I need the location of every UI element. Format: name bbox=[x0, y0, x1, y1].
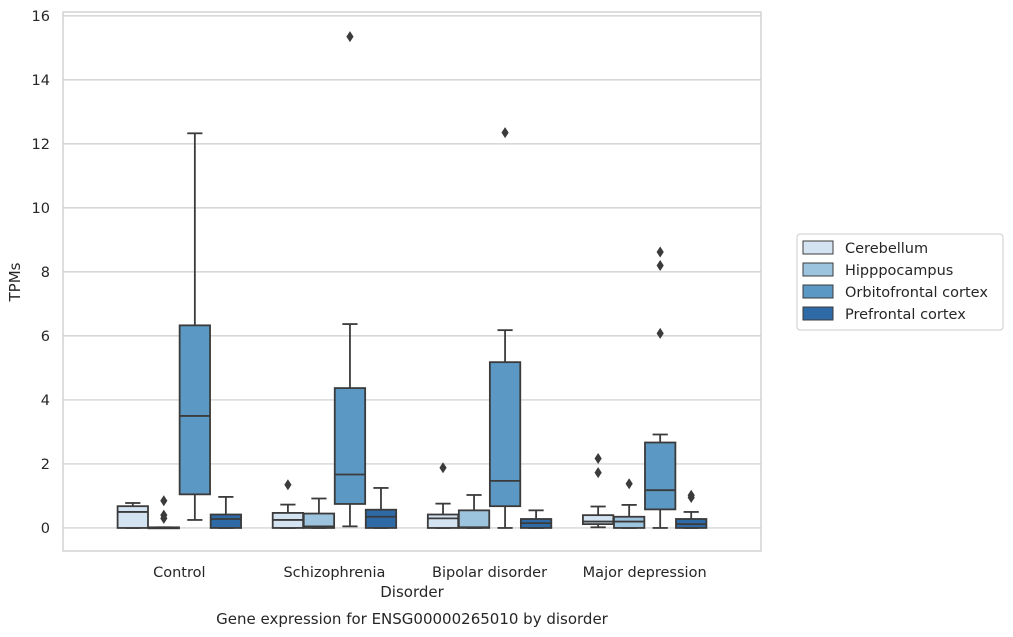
outlier-point bbox=[594, 452, 602, 464]
outlier-point bbox=[501, 127, 509, 139]
y-tick-label: 10 bbox=[32, 201, 50, 217]
box-group bbox=[364, 487, 398, 529]
outlier-point bbox=[656, 259, 664, 271]
legend-swatch bbox=[802, 284, 834, 299]
y-tick-label: 4 bbox=[41, 393, 50, 409]
outlier-point bbox=[656, 327, 664, 339]
box bbox=[116, 505, 149, 529]
outlier-point bbox=[160, 495, 168, 507]
box-group bbox=[209, 496, 242, 529]
y-tick-label: 12 bbox=[32, 137, 50, 153]
box-group bbox=[644, 246, 677, 529]
legend-label: Prefrontal cortex bbox=[845, 307, 966, 323]
outlier-point bbox=[687, 489, 695, 501]
x-tick-label: Bipolar disorder bbox=[432, 565, 547, 581]
box-group bbox=[426, 462, 460, 529]
box-group bbox=[147, 495, 180, 530]
box-group bbox=[613, 478, 646, 529]
y-tick-label: 2 bbox=[41, 457, 50, 473]
outlier-point bbox=[160, 509, 168, 521]
box-group bbox=[116, 502, 149, 529]
box-group bbox=[488, 127, 522, 529]
box-group bbox=[519, 509, 553, 529]
x-tick-label: Control bbox=[153, 565, 205, 581]
box-group bbox=[675, 489, 708, 529]
legend: Cerebellum Hipppocampus Orbitofrontal cort… bbox=[796, 233, 1004, 331]
y-tick-label: 14 bbox=[32, 73, 50, 89]
legend-label: Orbitofrontal cortex bbox=[845, 285, 988, 301]
box-layer bbox=[116, 31, 708, 530]
box-group bbox=[178, 132, 211, 521]
box-group bbox=[271, 479, 305, 529]
legend-frame bbox=[796, 233, 1004, 331]
x-tick-label: Schizophrenia bbox=[283, 565, 385, 581]
legend-swatch bbox=[802, 262, 834, 277]
box bbox=[644, 441, 677, 511]
outlier-point bbox=[594, 467, 602, 479]
box-group bbox=[582, 452, 615, 529]
y-tick-label: 8 bbox=[41, 265, 50, 281]
outlier-point bbox=[439, 462, 447, 474]
box bbox=[333, 387, 367, 505]
x-tick-label: Major depression bbox=[583, 565, 707, 581]
y-tick-label: 0 bbox=[41, 521, 50, 537]
box bbox=[582, 514, 615, 526]
y-axis-title: TPMs bbox=[6, 262, 24, 302]
legend-items: Cerebellum Hipppocampus Orbitofrontal cort… bbox=[802, 240, 988, 323]
box-group bbox=[333, 31, 367, 528]
box-group bbox=[302, 497, 336, 529]
y-tick-label: 6 bbox=[41, 329, 50, 345]
legend-swatch bbox=[802, 240, 834, 255]
outlier-point bbox=[284, 479, 292, 491]
box bbox=[302, 512, 336, 529]
y-tick-label: 16 bbox=[32, 9, 50, 25]
x-axis-title: Disorder bbox=[380, 583, 444, 601]
outlier-point bbox=[346, 31, 354, 43]
outlier-point bbox=[656, 246, 664, 258]
plot-area-frame bbox=[62, 11, 762, 552]
box-group bbox=[457, 494, 491, 529]
box bbox=[178, 324, 211, 496]
x-axis-ticks: Control Schizophrenia Bipolar disorder Majo… bbox=[153, 565, 707, 581]
box bbox=[457, 509, 491, 529]
legend-label: Cerebellum bbox=[845, 241, 928, 257]
legend-label: Hipppocampus bbox=[845, 263, 953, 279]
outlier-point bbox=[625, 478, 633, 490]
box bbox=[488, 361, 522, 508]
chart-caption: Gene expression for ENSG00000265010 by d… bbox=[216, 610, 609, 628]
y-axis-ticks: 0 2 4 6 8 10 12 14 16 bbox=[32, 9, 50, 537]
box bbox=[364, 508, 398, 529]
box bbox=[426, 513, 460, 529]
legend-swatch bbox=[802, 306, 834, 321]
box bbox=[209, 513, 242, 529]
